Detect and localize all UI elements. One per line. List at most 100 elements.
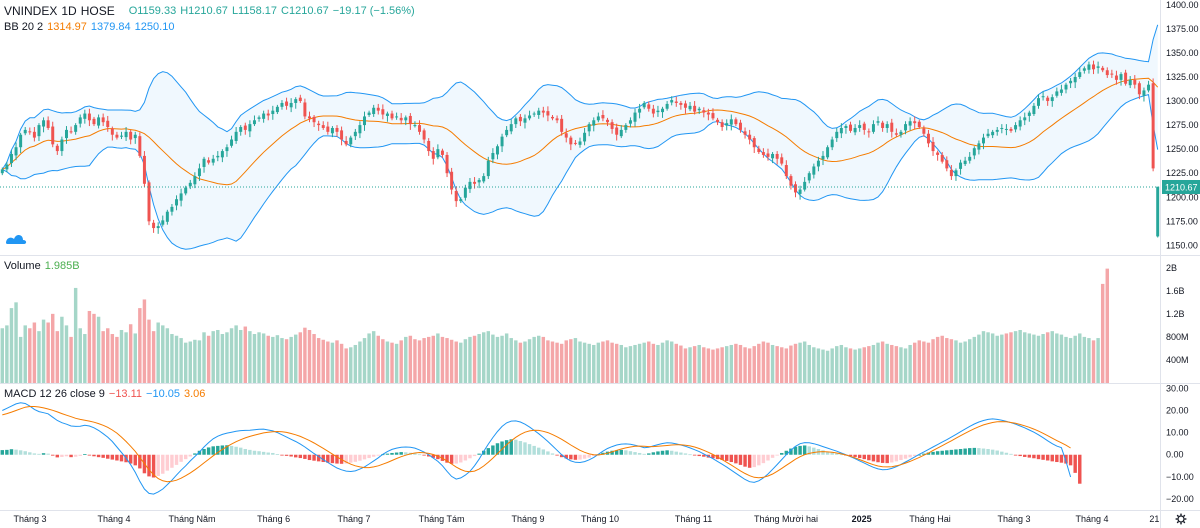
volume-bar[interactable] [867, 346, 871, 383]
macd-histogram-bar[interactable] [633, 452, 637, 455]
macd-histogram-bar[interactable] [807, 446, 811, 455]
volume-bar[interactable] [1105, 268, 1109, 383]
macd-histogram-bar[interactable] [477, 453, 481, 455]
macd-histogram-bar[interactable] [642, 453, 646, 455]
candle-body[interactable] [289, 102, 293, 108]
volume-bar[interactable] [958, 342, 963, 383]
macd-histogram-bar[interactable] [665, 450, 669, 455]
macd-histogram-bar[interactable] [986, 448, 990, 455]
candle-body[interactable] [871, 124, 875, 132]
candle-body[interactable] [408, 115, 412, 125]
macd-histogram-bar[interactable] [582, 454, 587, 459]
volume-bar[interactable] [101, 331, 105, 383]
candle-body[interactable] [152, 222, 156, 229]
volume-bar[interactable] [679, 345, 683, 383]
macd-histogram-bar[interactable] [504, 440, 509, 455]
macd-histogram-bar[interactable] [202, 448, 206, 455]
volume-bar[interactable] [78, 328, 82, 383]
macd-histogram-bar[interactable] [449, 454, 454, 464]
macd-histogram-bar[interactable] [87, 454, 92, 456]
candle-body[interactable] [1014, 125, 1018, 130]
candle-body[interactable] [170, 206, 174, 212]
macd-histogram-bar[interactable] [23, 451, 27, 455]
macd-histogram-bar[interactable] [161, 454, 165, 474]
candle-body[interactable] [161, 220, 165, 225]
volume-bar[interactable] [477, 334, 481, 383]
candle-body[interactable] [37, 125, 41, 137]
candle-body[interactable] [615, 127, 619, 135]
volume-bar[interactable] [316, 338, 321, 383]
volume-bar[interactable] [738, 344, 743, 383]
volume-bar[interactable] [73, 287, 78, 383]
volume-bar[interactable] [908, 344, 912, 383]
candle-body[interactable] [9, 153, 13, 164]
macd-histogram-bar[interactable] [894, 454, 899, 462]
macd-histogram-bar[interactable] [1064, 454, 1068, 464]
macd-histogram-bar[interactable] [862, 454, 866, 460]
macd-histogram-bar[interactable] [1018, 454, 1022, 457]
volume-bar[interactable] [857, 348, 862, 383]
candle-body[interactable] [422, 130, 426, 140]
volume-bar[interactable] [248, 331, 252, 383]
candle-body[interactable] [399, 117, 403, 121]
candle-body[interactable] [1087, 64, 1091, 70]
volume-bar[interactable] [702, 347, 706, 383]
macd-histogram-bar[interactable] [436, 454, 440, 460]
macd-histogram-bar[interactable] [294, 454, 298, 458]
macd-histogram-bar[interactable] [614, 450, 619, 455]
candle-body[interactable] [830, 139, 834, 148]
candle-body[interactable] [683, 103, 687, 108]
macd-histogram-bar[interactable] [592, 454, 596, 457]
volume-bar[interactable] [298, 332, 303, 383]
volume-bar[interactable] [541, 336, 546, 383]
candle-body[interactable] [495, 146, 499, 155]
volume-bar[interactable] [9, 308, 14, 383]
volume-bar[interactable] [518, 342, 523, 383]
macd-histogram-bar[interactable] [211, 446, 215, 455]
macd-histogram-bar[interactable] [367, 454, 371, 459]
volume-bar[interactable] [1073, 335, 1077, 383]
volume-bar[interactable] [394, 343, 399, 383]
volume-bar[interactable] [532, 336, 536, 383]
macd-histogram-bar[interactable] [564, 454, 568, 459]
candle-body[interactable] [1041, 96, 1045, 98]
volume-bar[interactable] [280, 338, 284, 383]
volume-bar[interactable] [188, 341, 192, 383]
macd-histogram-bar[interactable] [711, 454, 715, 459]
volume-bar[interactable] [1087, 338, 1091, 383]
volume-bar[interactable] [445, 338, 449, 383]
macd-histogram-bar[interactable] [514, 439, 518, 455]
volume-bar[interactable] [55, 331, 60, 383]
macd-histogram-bar[interactable] [390, 452, 394, 455]
candle-body[interactable] [5, 164, 9, 170]
macd-histogram-bar[interactable] [1036, 454, 1041, 460]
candle-body[interactable] [1142, 90, 1146, 96]
symbol-name[interactable]: VNINDEX [4, 4, 58, 18]
candle-body[interactable] [706, 112, 710, 115]
candle-body[interactable] [702, 110, 706, 113]
volume-bar[interactable] [601, 341, 605, 383]
macd-histogram-bar[interactable] [1027, 454, 1032, 458]
macd-histogram-bar[interactable] [18, 450, 23, 455]
candle-body[interactable] [862, 123, 866, 130]
macd-histogram-bar[interactable] [1068, 454, 1073, 466]
macd-histogram-bar[interactable] [628, 451, 633, 455]
candle-body[interactable] [853, 127, 857, 133]
candle-body[interactable] [239, 127, 243, 132]
volume-bar[interactable] [789, 345, 793, 383]
volume-bar[interactable] [183, 342, 188, 383]
volume-bar[interactable] [436, 333, 440, 383]
volume-bar[interactable] [839, 344, 844, 383]
volume-bar[interactable] [669, 341, 674, 383]
macd-histogram-bar[interactable] [376, 454, 380, 456]
macd-histogram-bar[interactable] [725, 454, 729, 461]
tradingview-cloud-icon[interactable] [6, 234, 27, 244]
volume-bar[interactable] [656, 344, 660, 383]
macd-histogram-bar[interactable] [37, 453, 41, 455]
volume-bar[interactable] [0, 328, 5, 383]
candle-body[interactable] [418, 125, 422, 132]
candle-body[interactable] [780, 157, 784, 164]
volume-bar[interactable] [202, 332, 206, 383]
macd-histogram-bar[interactable] [188, 454, 192, 457]
macd-histogram-bar[interactable] [183, 454, 188, 460]
